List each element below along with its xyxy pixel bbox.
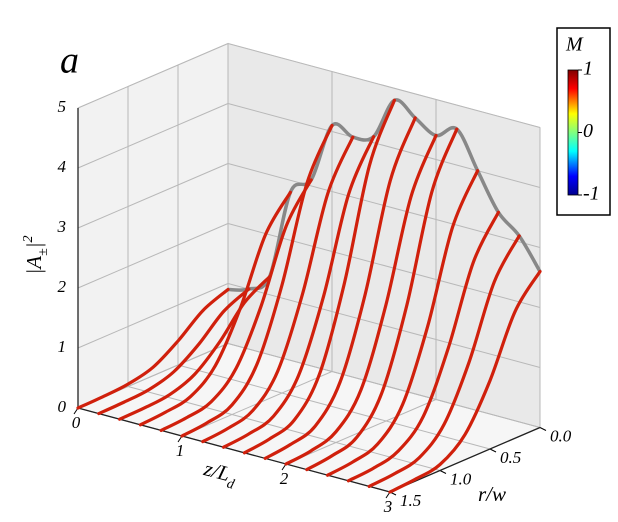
grid-line bbox=[77, 223, 229, 289]
tick-mark bbox=[539, 427, 547, 431]
grid-line bbox=[77, 43, 229, 109]
tick-label: 1.0 bbox=[450, 469, 472, 488]
profile-curve bbox=[346, 210, 500, 483]
x-axis-label: z/Ld bbox=[199, 456, 240, 493]
tick-mark bbox=[439, 470, 447, 474]
tick-label: 0 bbox=[58, 397, 67, 416]
profile-curve bbox=[97, 287, 251, 416]
profile-curve bbox=[305, 127, 459, 472]
plot-area bbox=[76, 98, 542, 494]
r-axis-label: r/w bbox=[478, 482, 506, 506]
colorbar bbox=[567, 69, 579, 196]
colorbar-tick-label: -1 bbox=[583, 183, 600, 205]
profile-curve bbox=[76, 287, 230, 410]
y-axis-label-part: 2 bbox=[21, 235, 36, 242]
profile-curve bbox=[242, 98, 396, 455]
envelope-line bbox=[227, 98, 542, 292]
colorbar-box bbox=[556, 27, 611, 216]
grid-line bbox=[227, 43, 541, 128]
colorbar-label: M bbox=[565, 34, 584, 56]
profile-curve bbox=[284, 133, 438, 466]
tick-label: 3 bbox=[57, 217, 67, 236]
tick-label: 1 bbox=[176, 441, 185, 460]
profile-curve bbox=[222, 135, 376, 449]
tick-label: 0.0 bbox=[550, 426, 572, 445]
tick-label: 1.5 bbox=[400, 491, 421, 510]
y-axis-label-part: ± bbox=[36, 248, 51, 256]
x-axis-label-part: d bbox=[225, 476, 237, 493]
y-axis-label-part: |A bbox=[22, 256, 46, 275]
tick-label: 2 bbox=[58, 277, 67, 296]
tick-mark bbox=[489, 448, 497, 453]
grid-line bbox=[227, 103, 541, 188]
profile-curve bbox=[118, 275, 272, 421]
tick-label: 3 bbox=[383, 497, 393, 516]
y-axis-label: |A±|2 bbox=[21, 235, 51, 274]
axis-line bbox=[77, 407, 391, 493]
profile-curve bbox=[159, 178, 313, 432]
grid-line bbox=[77, 163, 229, 229]
tick-label: 1 bbox=[58, 337, 67, 356]
profile-curve bbox=[263, 116, 417, 460]
profile-curve bbox=[367, 234, 521, 488]
tick-label: 0 bbox=[72, 413, 81, 432]
panel-label: a bbox=[60, 40, 79, 82]
tick-label: 4 bbox=[58, 157, 67, 176]
tick-label: 5 bbox=[58, 97, 67, 116]
tick-label: 0.5 bbox=[500, 448, 521, 467]
profile-curve bbox=[138, 190, 292, 427]
colorbar-tick-label: 1 bbox=[583, 58, 593, 80]
grid-line bbox=[77, 103, 229, 169]
colorbar-tick-label: 0 bbox=[583, 120, 593, 142]
profile-curve bbox=[180, 123, 334, 438]
grid-line bbox=[77, 283, 229, 349]
profile-curve bbox=[201, 135, 355, 444]
y-axis-label-part: | bbox=[22, 242, 46, 248]
profile-curve bbox=[326, 169, 480, 477]
tick-label: 2 bbox=[280, 469, 289, 488]
profile-curve bbox=[388, 269, 542, 494]
